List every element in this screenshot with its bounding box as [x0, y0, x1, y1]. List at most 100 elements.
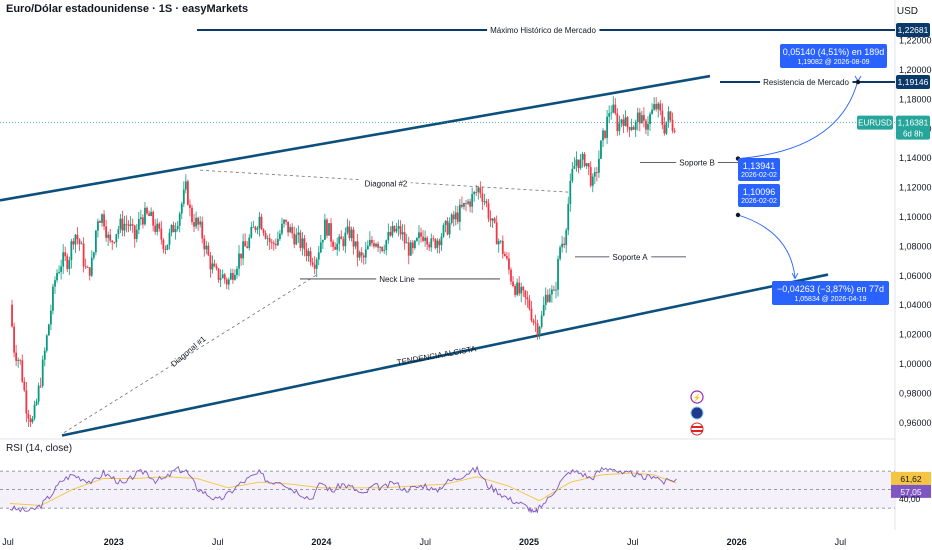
- candle-body: [571, 168, 574, 182]
- resistencia-label-bg: [760, 77, 853, 89]
- y-tick-label: 1,20000: [899, 65, 932, 75]
- candle-body: [301, 238, 304, 248]
- candle-body: [336, 243, 339, 250]
- candle-body: [117, 229, 120, 235]
- candle-body: [608, 113, 611, 117]
- candle-body: [387, 231, 390, 241]
- candles: [11, 96, 676, 428]
- y-tick-label: 1,00000: [899, 359, 932, 369]
- resistencia-label: Resistencia de Mercado: [763, 78, 849, 87]
- candle-body: [612, 104, 615, 113]
- candle-body: [393, 225, 396, 232]
- rsi-tick-label: 40,00: [899, 494, 921, 504]
- candle-body: [602, 130, 604, 141]
- candle-body: [366, 245, 369, 250]
- candle-body: [276, 239, 279, 246]
- candle-body: [223, 274, 226, 280]
- candle-body: [463, 202, 465, 207]
- candle-body: [209, 255, 212, 270]
- candle-body: [651, 109, 653, 114]
- y-tick-label: 1,22000: [899, 36, 932, 46]
- anchor-point-top: [855, 79, 861, 85]
- candle-body: [60, 266, 63, 272]
- y-tick-label: 1,06000: [899, 271, 932, 281]
- candle-body: [583, 153, 586, 167]
- candle-body: [21, 360, 24, 382]
- candle-body: [283, 219, 285, 224]
- candle-body: [638, 112, 641, 124]
- candle-body: [520, 286, 523, 294]
- max-historico-label-bg: [487, 25, 600, 37]
- candle-body: [497, 241, 500, 245]
- candle-body: [37, 385, 40, 402]
- diagonal-2-label: Diagonal #2: [365, 179, 408, 188]
- candle-body: [389, 231, 392, 236]
- candle-body: [58, 271, 60, 273]
- candle-body: [567, 203, 570, 231]
- candle-body: [622, 119, 625, 126]
- candle-body: [385, 240, 388, 250]
- candle-body: [632, 127, 635, 130]
- neck-line-label: Neck Line: [379, 275, 415, 284]
- candle-body: [236, 268, 238, 275]
- candle-body: [655, 104, 658, 110]
- candle-body: [270, 242, 273, 243]
- candle-body: [616, 113, 619, 132]
- candle-body: [297, 232, 300, 235]
- candle-body: [111, 240, 114, 243]
- candle-body: [13, 326, 15, 353]
- candle-body: [354, 241, 357, 247]
- callout-soporte-2-line1: 1,10096: [743, 187, 776, 197]
- candle-body: [536, 323, 539, 335]
- candle-body: [197, 217, 200, 225]
- candle-body: [446, 220, 449, 235]
- candle-body: [473, 192, 476, 195]
- callout-down-line1: −0,04263 (−3,87%) en 77d: [777, 284, 884, 294]
- candle-body: [395, 228, 398, 232]
- candle-body: [430, 238, 433, 248]
- candle-body: [125, 223, 128, 225]
- candle-body: [624, 117, 627, 126]
- candle-body: [471, 194, 474, 207]
- candle-body: [444, 220, 447, 226]
- candle-body: [64, 252, 67, 257]
- candle-body: [553, 289, 555, 291]
- candle-body: [528, 299, 531, 309]
- candle-body: [191, 207, 193, 223]
- candle-body: [506, 256, 508, 259]
- candle-body: [338, 236, 341, 244]
- candle-body: [221, 274, 224, 278]
- callout-up-box: [780, 44, 887, 68]
- candle-body: [219, 277, 222, 280]
- candle-body: [401, 232, 404, 235]
- candle-body: [94, 230, 97, 253]
- candle-body: [281, 223, 283, 234]
- candle-body: [158, 223, 161, 229]
- candle-body: [129, 224, 132, 226]
- candle-body: [205, 245, 208, 250]
- candle-body: [606, 116, 608, 138]
- candle-body: [399, 226, 402, 235]
- candle-body: [52, 286, 54, 311]
- lightning-icon-glyph: ⚡: [693, 393, 702, 402]
- candle-body: [131, 224, 134, 226]
- candle-body: [487, 203, 490, 219]
- candle-body: [510, 269, 512, 282]
- candle-body: [416, 238, 418, 241]
- candle-body: [115, 234, 118, 243]
- candle-body: [309, 251, 312, 263]
- candle-body: [346, 226, 349, 233]
- x-tick-label: Jul: [2, 537, 14, 547]
- candle-body: [591, 176, 594, 186]
- candle-body: [636, 112, 639, 123]
- candle-body: [139, 217, 142, 219]
- candle-body: [499, 240, 502, 242]
- candle-body: [105, 226, 108, 238]
- candle-body: [76, 234, 79, 240]
- candle-body: [561, 243, 564, 248]
- lightning-icon: [690, 390, 704, 404]
- candle-body: [324, 219, 326, 240]
- candle-body: [358, 252, 361, 258]
- candle-body: [461, 204, 463, 207]
